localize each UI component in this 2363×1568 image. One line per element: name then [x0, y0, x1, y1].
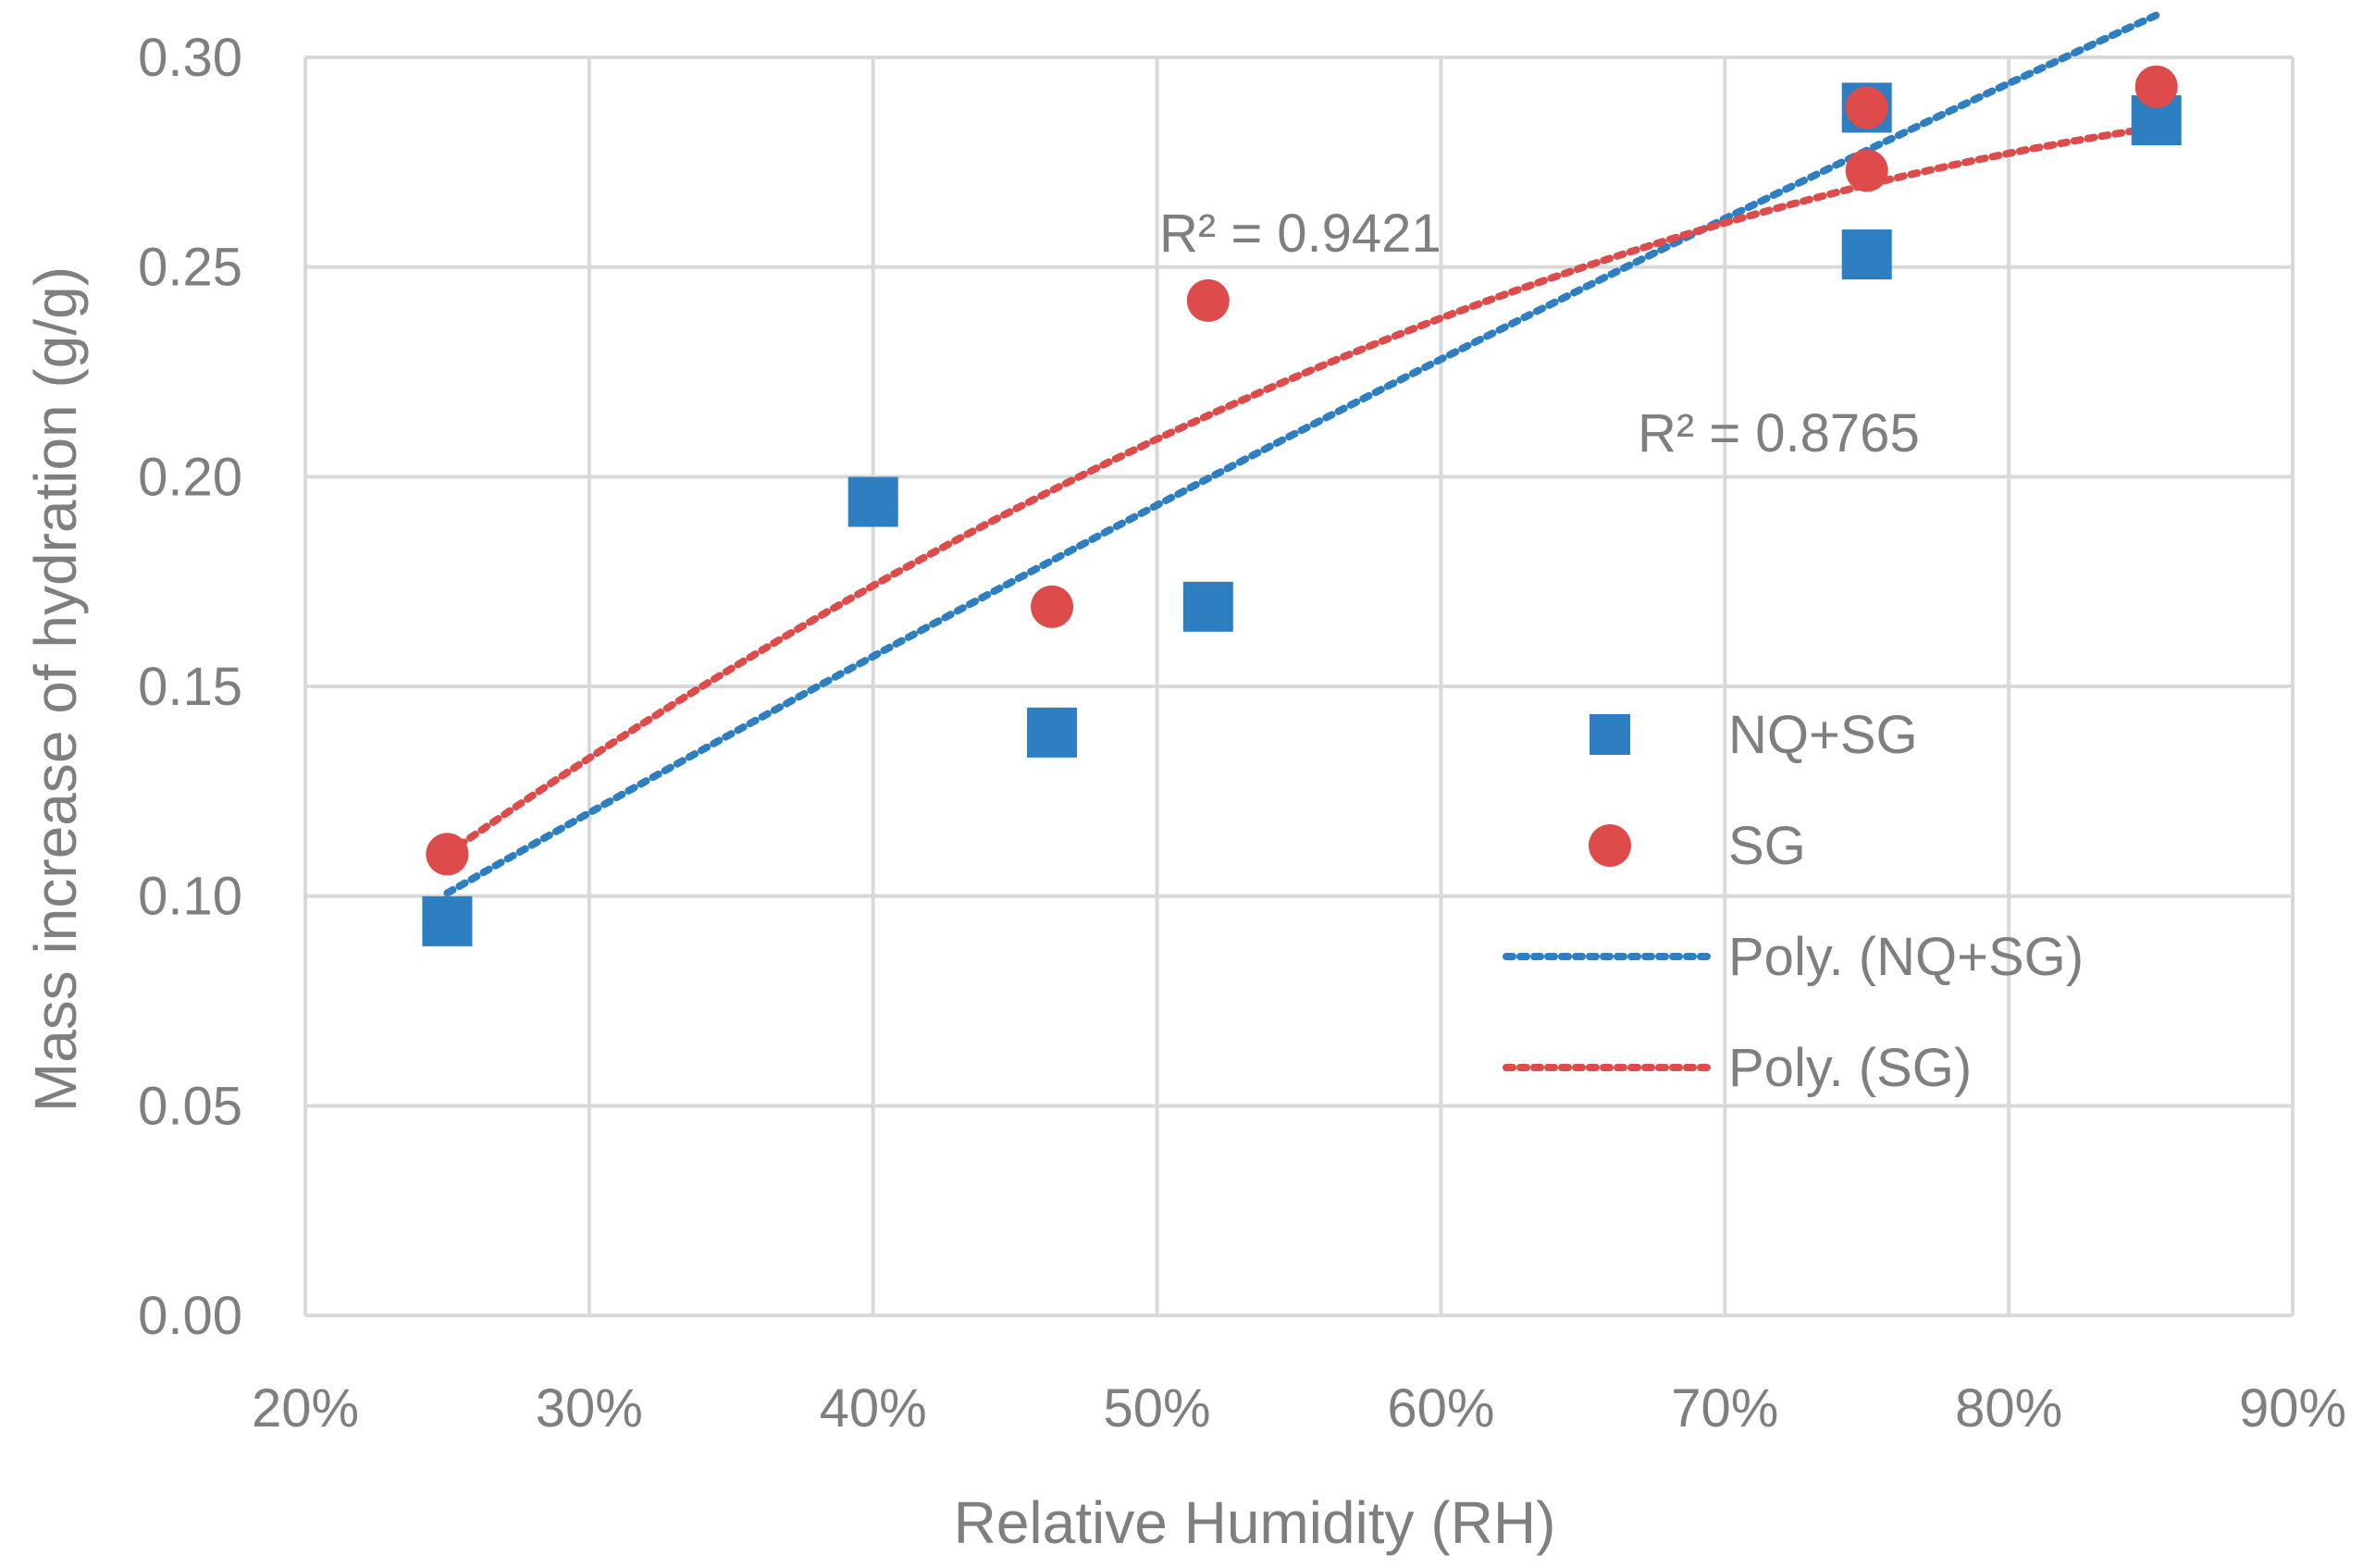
legend-label-poly-sg: Poly. (SG) — [1728, 1038, 1972, 1098]
y-tick-label: 0.00 — [138, 1286, 242, 1346]
x-tick-label: 40% — [820, 1378, 927, 1438]
r2-label-nq-sg: R² = 0.8765 — [1638, 403, 1920, 463]
x-tick-label: 80% — [1955, 1378, 2062, 1438]
y-axis-title: Mass increase of hydration (g/g) — [22, 266, 89, 1112]
y-tick-label: 0.05 — [138, 1076, 242, 1136]
data-point-nq-sg — [1027, 708, 1077, 758]
legend-marker-nq-sg — [1590, 714, 1630, 755]
y-tick-label: 0.30 — [138, 28, 242, 88]
data-point-nq-sg — [848, 477, 898, 527]
data-point-sg — [1031, 586, 1073, 628]
data-point-nq-sg — [1183, 582, 1233, 632]
data-point-sg — [1846, 149, 1888, 191]
legend-label-sg: SG — [1728, 816, 1806, 876]
data-point-sg — [1187, 279, 1230, 322]
legend-label-poly-nq-sg: Poly. (NQ+SG) — [1728, 927, 2084, 987]
data-point-sg — [426, 833, 468, 875]
r2-label-sg: R² = 0.9421 — [1159, 204, 1441, 264]
data-point-sg — [2135, 66, 2178, 108]
data-point-nq-sg — [422, 896, 472, 946]
x-tick-label: 90% — [2239, 1378, 2346, 1438]
chart: 20% 30% 40% 50% 60% 70% 80% 90% 0.00 0.05 0.10 0.15… — [0, 0, 2363, 1568]
x-tick-label: 30% — [536, 1378, 643, 1438]
x-axis-title: Relative Humidity (RH) — [954, 1489, 1556, 1556]
x-tick-label: 50% — [1104, 1378, 1211, 1438]
y-tick-label: 0.20 — [138, 447, 242, 507]
legend-label-nq-sg: NQ+SG — [1728, 705, 1918, 765]
x-tick-label: 20% — [252, 1378, 359, 1438]
y-tick-label: 0.15 — [138, 657, 242, 717]
data-point-nq-sg — [1842, 229, 1892, 279]
x-tick-label: 60% — [1387, 1378, 1494, 1438]
y-tick-label: 0.25 — [138, 238, 242, 298]
x-tick-label: 70% — [1671, 1378, 1778, 1438]
legend-marker-sg — [1589, 824, 1631, 867]
data-point-sg — [1846, 86, 1888, 129]
y-tick-label: 0.10 — [138, 867, 242, 927]
